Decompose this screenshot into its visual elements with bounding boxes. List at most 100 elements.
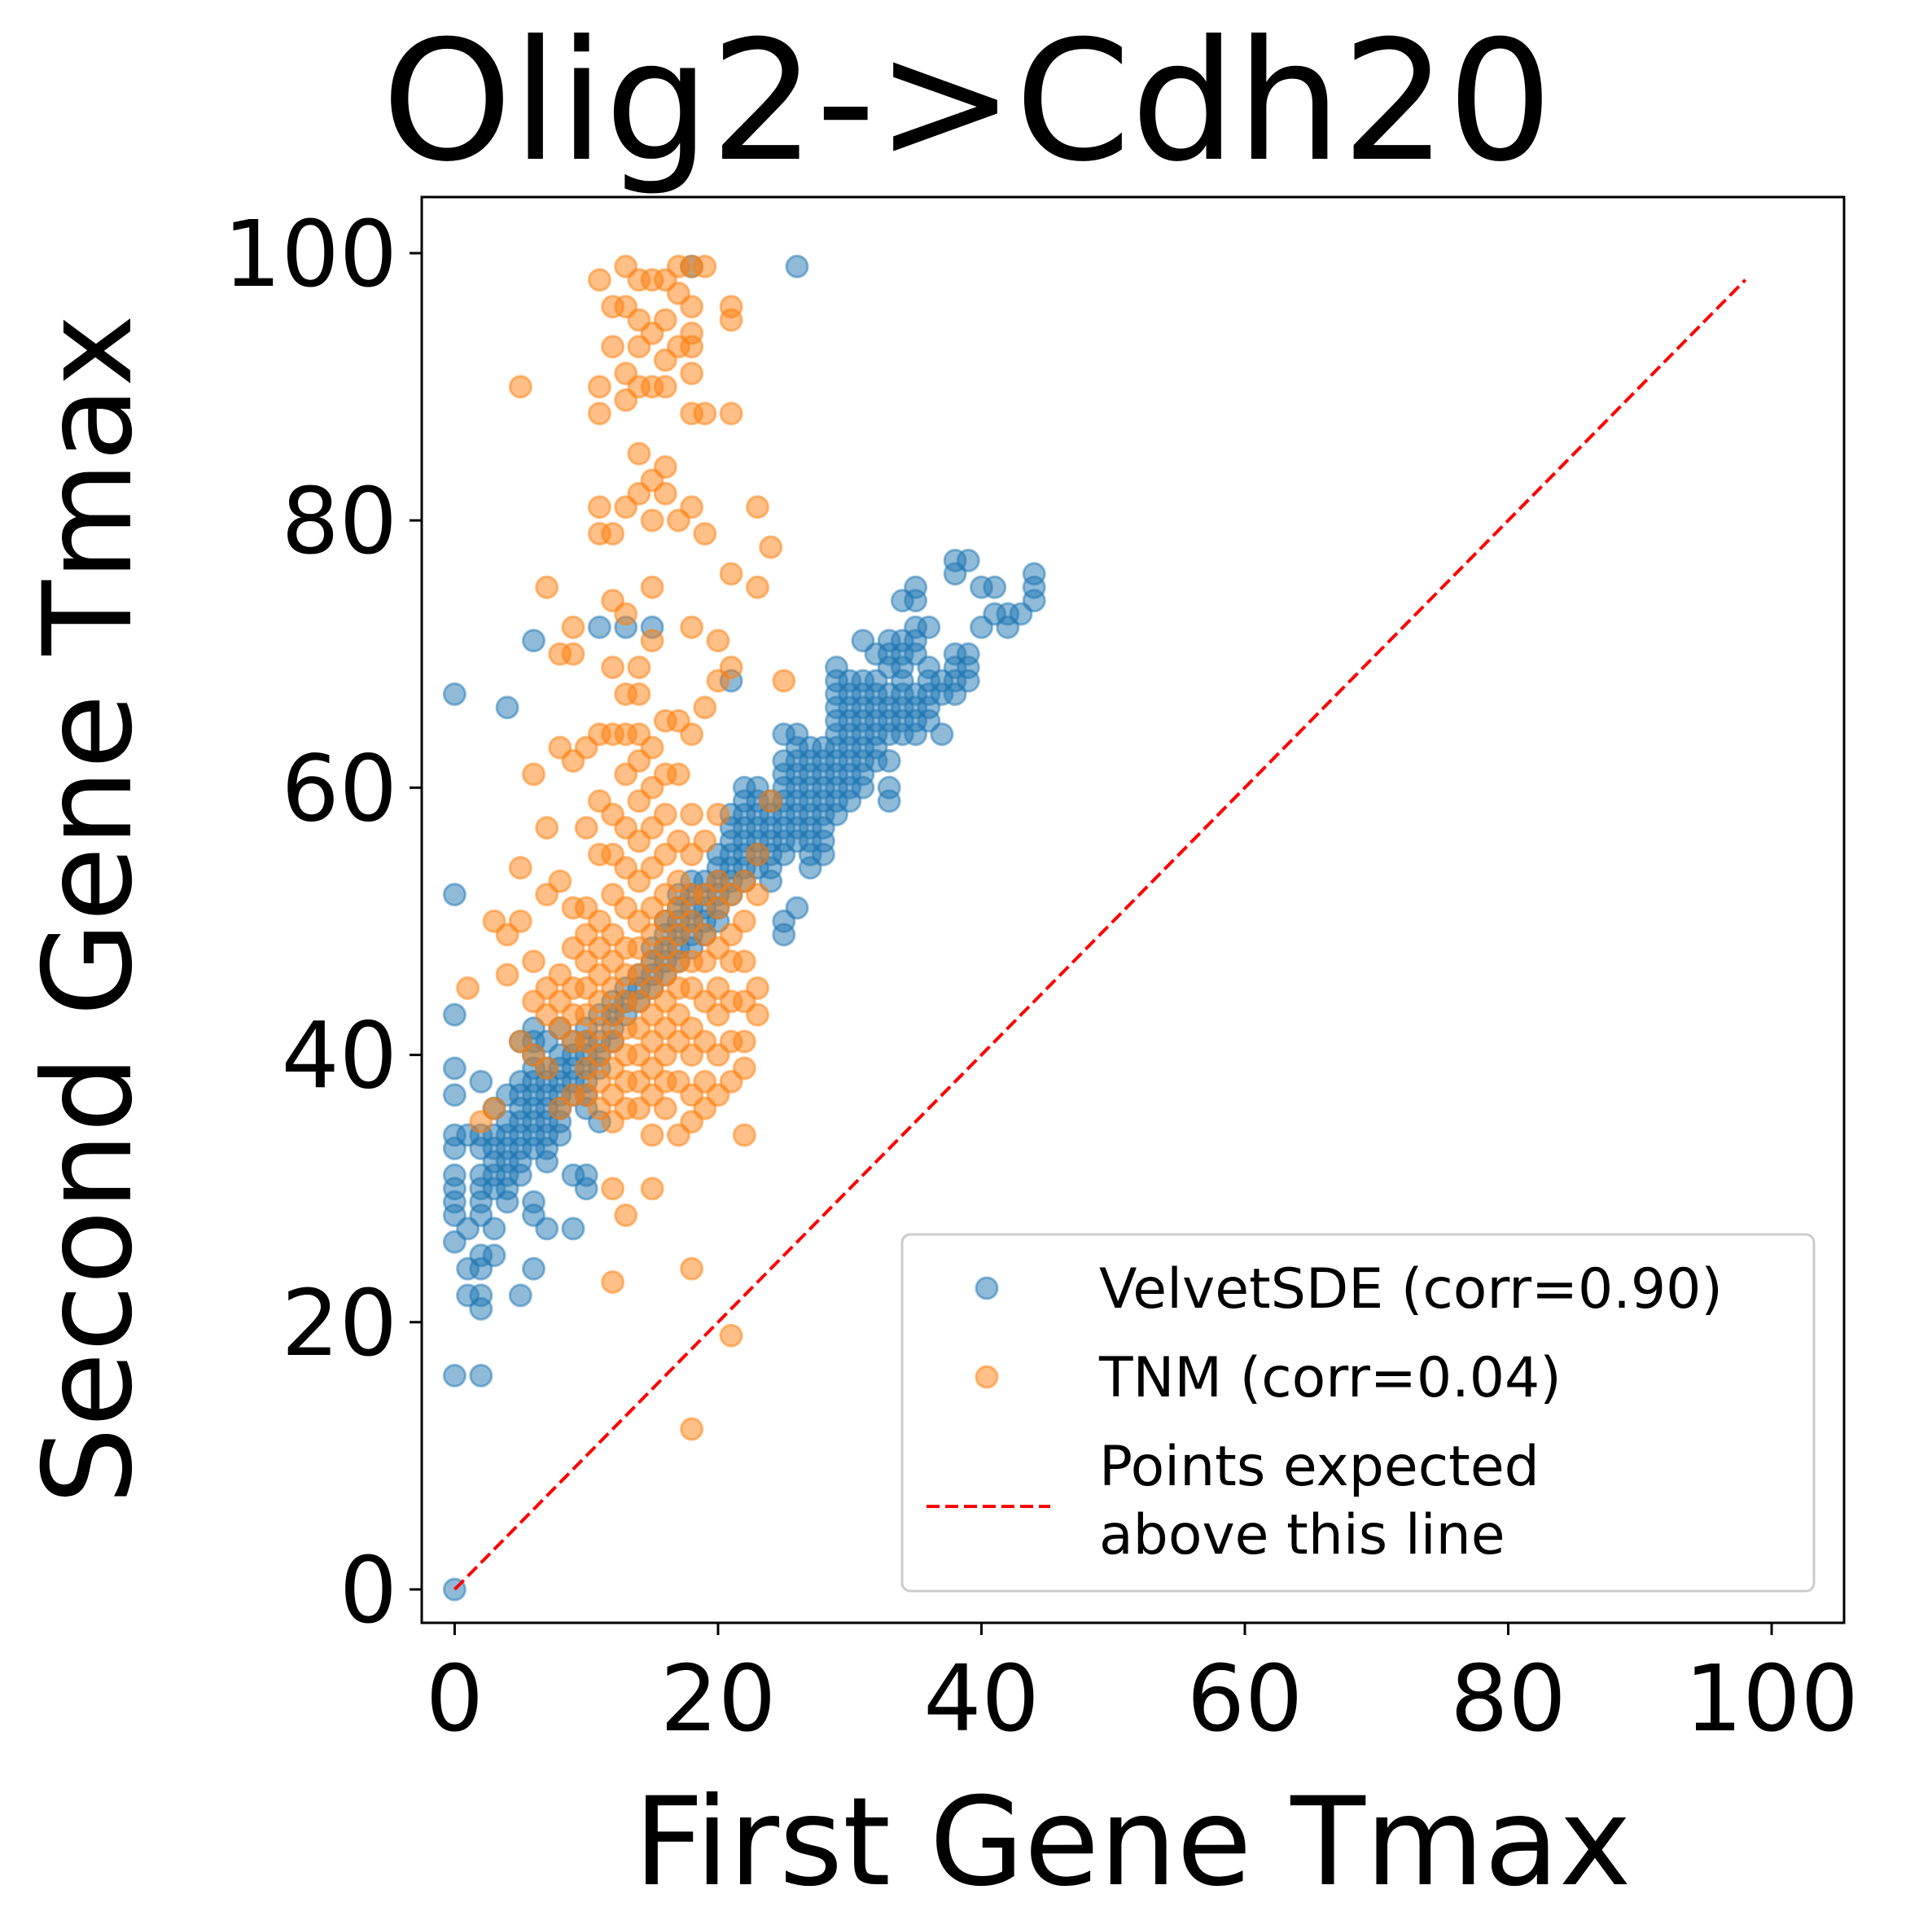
data-point bbox=[693, 401, 717, 426]
data-point bbox=[495, 1190, 519, 1214]
data-point bbox=[508, 1163, 532, 1187]
data-point bbox=[508, 1283, 532, 1308]
data-point bbox=[535, 1056, 559, 1081]
data-point bbox=[640, 735, 664, 760]
data-point bbox=[442, 1363, 467, 1388]
data-point bbox=[719, 562, 743, 586]
data-point bbox=[614, 602, 638, 626]
data-point bbox=[746, 976, 769, 1000]
data-point bbox=[522, 629, 545, 653]
data-point bbox=[548, 869, 572, 893]
data-point bbox=[574, 816, 598, 840]
series-1-points bbox=[456, 254, 796, 1441]
data-point bbox=[680, 362, 704, 386]
data-point bbox=[785, 896, 809, 920]
data-point bbox=[482, 1217, 506, 1241]
data-point bbox=[746, 842, 769, 866]
data-point bbox=[732, 909, 756, 933]
data-point bbox=[653, 481, 677, 506]
data-point bbox=[640, 629, 664, 653]
data-point bbox=[746, 575, 769, 599]
x-tick-label: 60 bbox=[1187, 1646, 1303, 1752]
y-tick-label: 0 bbox=[340, 1538, 397, 1644]
x-axis-ticks: 0 20 40 60 80 100 bbox=[426, 1623, 1859, 1752]
data-point bbox=[877, 789, 901, 813]
data-point bbox=[495, 695, 519, 720]
data-point bbox=[732, 1029, 756, 1054]
data-point bbox=[706, 629, 730, 653]
data-point bbox=[719, 1323, 743, 1348]
legend-marker-tnm bbox=[975, 1365, 999, 1389]
x-tick-label: 40 bbox=[923, 1646, 1040, 1752]
data-point bbox=[469, 1296, 493, 1321]
data-point bbox=[719, 401, 743, 426]
data-point bbox=[522, 762, 545, 787]
data-point bbox=[535, 1150, 559, 1174]
data-point bbox=[666, 762, 690, 787]
data-point bbox=[442, 682, 467, 706]
data-point bbox=[904, 589, 928, 613]
data-point bbox=[535, 575, 559, 599]
data-point bbox=[561, 615, 585, 639]
data-point bbox=[508, 856, 532, 880]
data-point bbox=[746, 495, 769, 520]
legend-line-label-row: above this line bbox=[1099, 1503, 1505, 1567]
data-point bbox=[732, 1123, 756, 1147]
data-point bbox=[535, 1217, 559, 1241]
data-point bbox=[693, 829, 717, 853]
data-point bbox=[930, 722, 954, 747]
y-axis-label: Second Gene Tmax bbox=[18, 314, 160, 1505]
data-point bbox=[601, 1177, 625, 1201]
legend-label-reference-line: Points expected above this line bbox=[1099, 1435, 1540, 1567]
data-point bbox=[772, 923, 796, 947]
data-point bbox=[587, 375, 611, 399]
data-point bbox=[680, 1256, 704, 1281]
data-point bbox=[680, 495, 704, 520]
data-point bbox=[640, 1177, 664, 1201]
data-point bbox=[482, 1096, 506, 1120]
y-tick-label: 20 bbox=[281, 1271, 397, 1377]
x-axis-label: First Gene Tmax bbox=[633, 1772, 1631, 1914]
x-tick-label: 80 bbox=[1450, 1646, 1566, 1752]
reference-line bbox=[453, 278, 1747, 1591]
data-point bbox=[719, 308, 743, 332]
data-point bbox=[917, 615, 941, 639]
data-point bbox=[640, 575, 664, 599]
data-point bbox=[587, 401, 611, 426]
data-point bbox=[601, 522, 625, 546]
legend-frame bbox=[900, 1233, 1816, 1593]
data-point bbox=[640, 1123, 664, 1147]
data-point bbox=[442, 1083, 467, 1107]
chart-title: Olig2->Cdh20 bbox=[382, 6, 1553, 199]
data-point bbox=[693, 695, 717, 720]
data-point bbox=[956, 548, 980, 572]
data-point bbox=[680, 1417, 704, 1441]
data-point bbox=[442, 1056, 467, 1081]
data-point bbox=[1022, 589, 1046, 613]
data-point bbox=[469, 1069, 493, 1094]
data-point bbox=[469, 1363, 493, 1388]
data-point bbox=[746, 1002, 769, 1027]
y-axis-ticks: 0 20 40 60 80 100 bbox=[223, 202, 422, 1644]
data-point bbox=[653, 802, 677, 826]
data-point bbox=[719, 655, 743, 680]
data-point bbox=[772, 669, 796, 693]
data-point bbox=[508, 909, 532, 933]
data-point bbox=[811, 842, 835, 866]
y-tick-label: 100 bbox=[223, 202, 397, 308]
data-point bbox=[601, 655, 625, 680]
data-point bbox=[759, 789, 783, 813]
data-point bbox=[680, 615, 704, 639]
data-point bbox=[587, 495, 611, 520]
data-point bbox=[653, 455, 677, 479]
data-point bbox=[482, 1243, 506, 1268]
data-point bbox=[587, 615, 611, 639]
data-point bbox=[983, 575, 1007, 599]
x-tick-label: 100 bbox=[1684, 1646, 1859, 1752]
data-point bbox=[653, 1096, 677, 1120]
data-point bbox=[640, 508, 664, 533]
y-tick-label: 60 bbox=[281, 736, 397, 842]
legend-marker-velvetsde bbox=[975, 1276, 999, 1300]
data-point bbox=[956, 669, 980, 693]
